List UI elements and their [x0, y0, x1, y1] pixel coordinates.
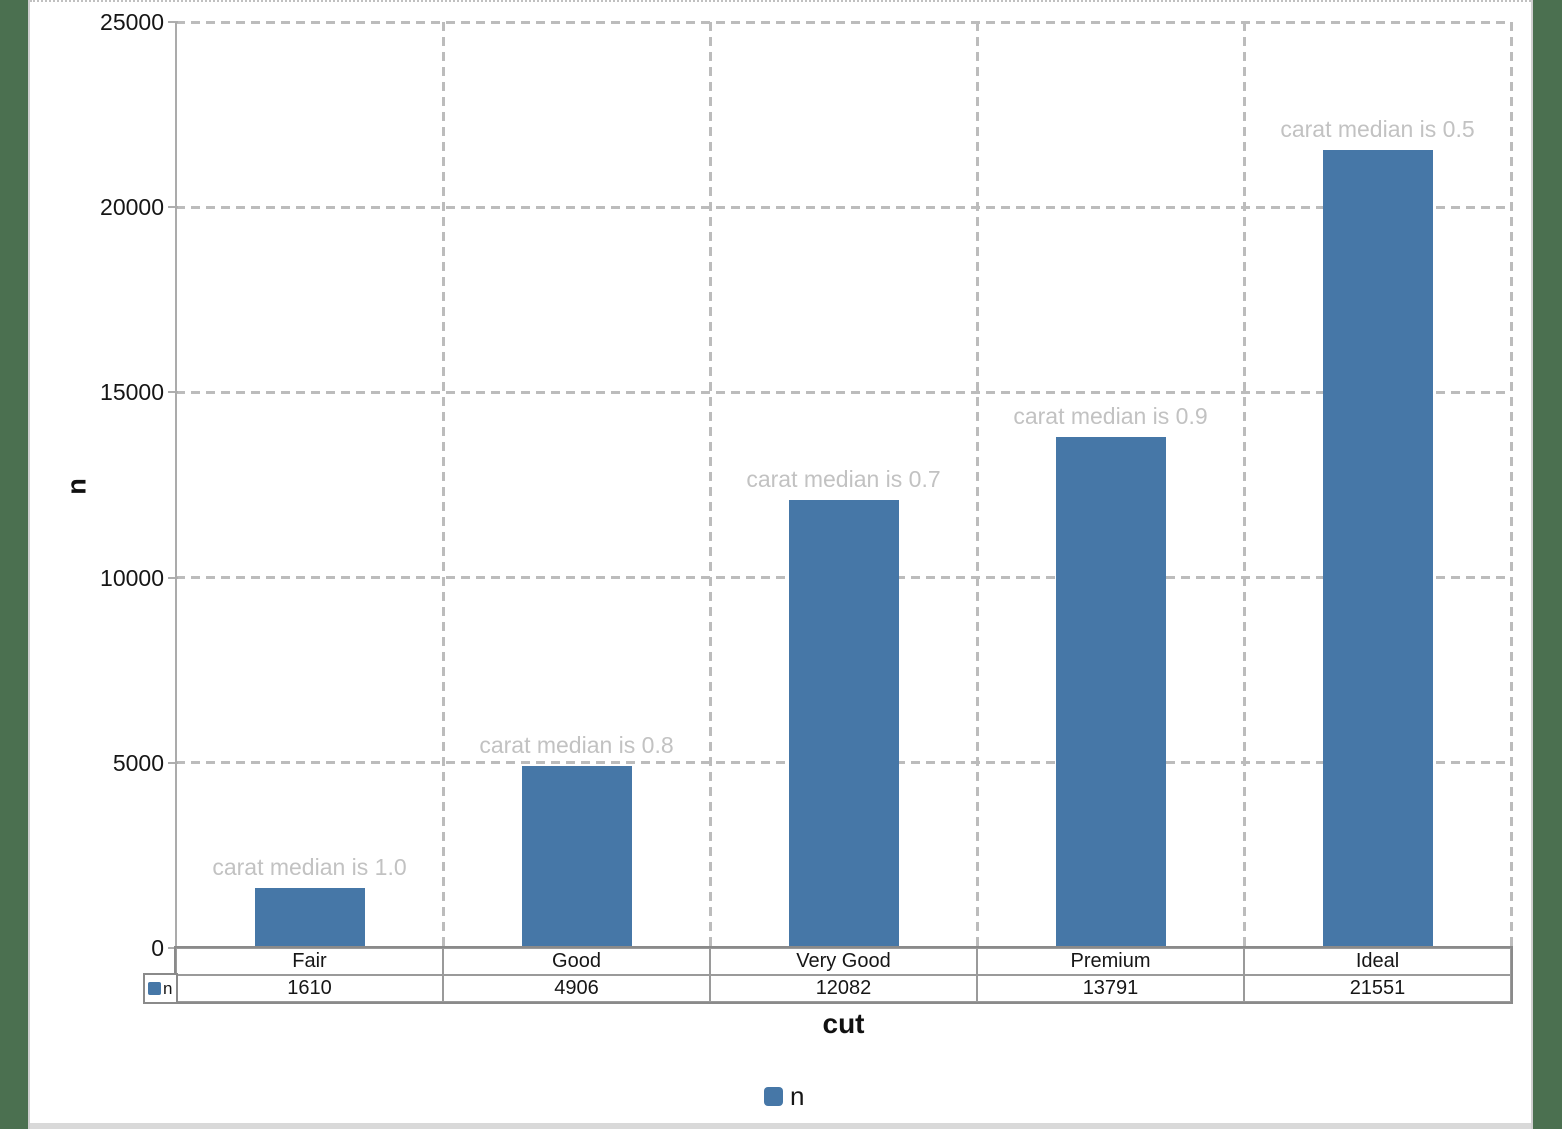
top-dotted-border — [30, 0, 1531, 2]
y-tick-label: 20000 — [100, 194, 164, 221]
v-gridline — [441, 22, 445, 948]
v-gridline — [708, 22, 712, 948]
bar — [1055, 437, 1166, 948]
legend: n — [764, 1081, 804, 1112]
y-tick-mark — [168, 761, 178, 764]
page-margin-left — [0, 0, 29, 1129]
h-gridline — [176, 205, 1511, 209]
bar-annotation: carat median is 0.8 — [479, 732, 674, 759]
category-cell: Very Good — [710, 948, 977, 975]
bar-annotation: carat median is 1.0 — [212, 854, 407, 881]
h-gridline — [176, 20, 1511, 24]
category-cell: Ideal — [1244, 948, 1511, 975]
x-axis-title: cut — [822, 1008, 865, 1039]
value-cell: 1610 — [176, 975, 443, 1002]
v-gridline — [1509, 22, 1513, 948]
y-tick-label: 10000 — [100, 564, 164, 591]
y-tick-mark — [168, 206, 178, 209]
legend-key-label: n — [163, 978, 173, 998]
bar — [1322, 149, 1433, 948]
bar-annotation: carat median is 0.5 — [1280, 115, 1475, 142]
category-cell: Good — [443, 948, 710, 975]
v-gridline — [1242, 22, 1246, 948]
y-tick-label: 25000 — [100, 9, 164, 35]
left-edge-line — [28, 0, 30, 1129]
bar-annotation: carat median is 0.7 — [746, 466, 941, 493]
legend-swatch-icon — [764, 1087, 783, 1106]
page-margin-right — [1533, 0, 1562, 1129]
bar — [254, 888, 365, 948]
bar-annotation: carat median is 0.9 — [1013, 403, 1208, 430]
bar — [788, 500, 899, 948]
value-cell: 12082 — [710, 975, 977, 1002]
category-cell: Fair — [176, 948, 443, 975]
y-tick-label: 0 — [151, 935, 164, 961]
legend-key-cell: n — [143, 973, 178, 1004]
y-tick-mark — [168, 391, 178, 394]
y-tick-mark — [168, 576, 178, 579]
right-edge-line — [1531, 0, 1533, 1129]
value-cell: 21551 — [1244, 975, 1511, 1002]
y-tick-label: 15000 — [100, 379, 164, 406]
bar — [521, 766, 632, 948]
y-tick-mark — [168, 21, 178, 23]
y-tick-mark — [168, 947, 178, 949]
value-cell: 13791 — [977, 975, 1244, 1002]
h-gridline — [176, 390, 1511, 394]
y-tick-label: 5000 — [112, 749, 164, 776]
bottom-strip — [30, 1123, 1531, 1129]
category-cell: Premium — [977, 948, 1244, 975]
y-axis-title: n — [61, 478, 92, 495]
legend-label: n — [790, 1081, 805, 1111]
legend-key-swatch-icon — [148, 982, 161, 995]
v-gridline — [975, 22, 979, 948]
y-axis-line — [175, 22, 177, 948]
value-cell: 4906 — [443, 975, 710, 1002]
